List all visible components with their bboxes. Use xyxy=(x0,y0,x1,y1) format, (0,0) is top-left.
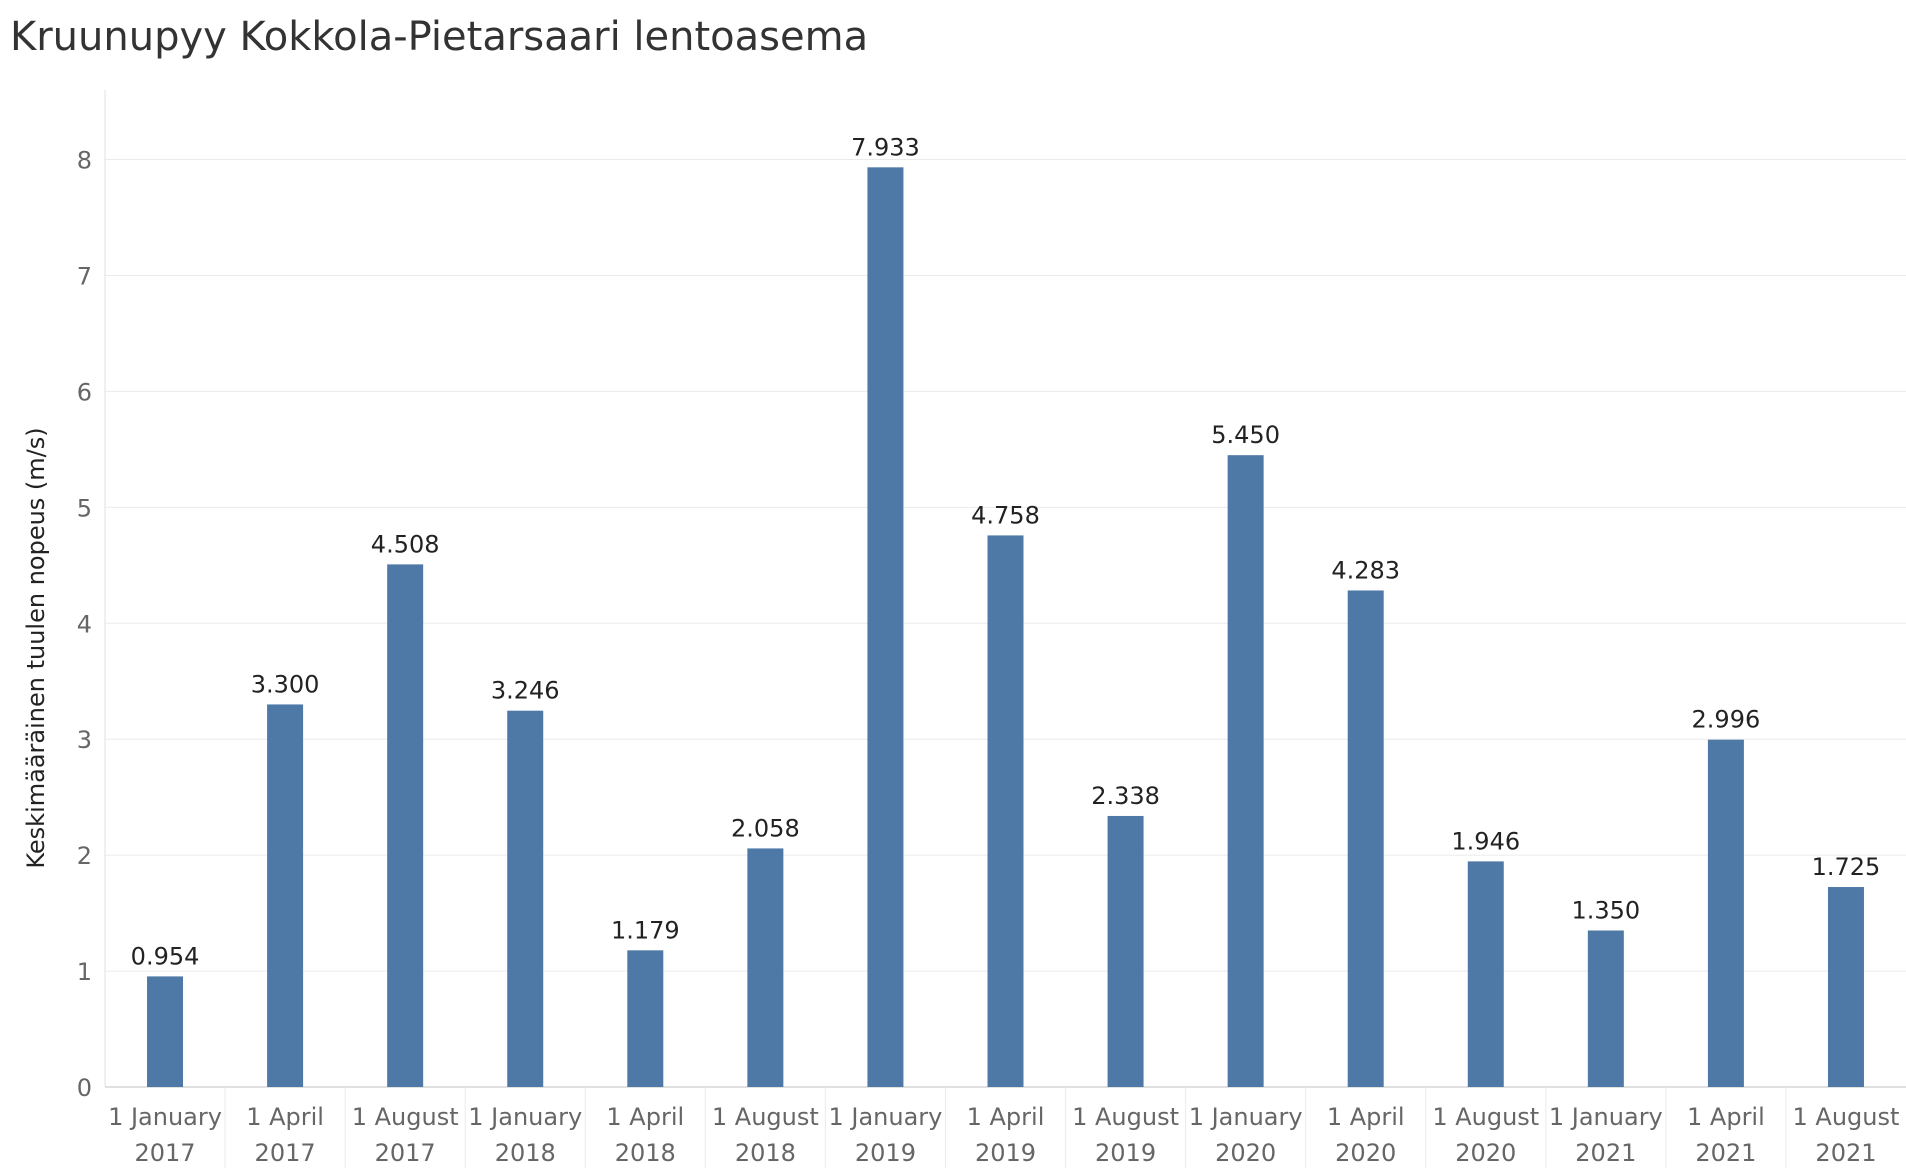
bar xyxy=(387,564,424,1087)
x-axis-ticks: 1 January 2017 1 April 2017 1 August 2017 1 Ja… xyxy=(108,1103,1899,1167)
x-tick-label: 1 August xyxy=(1072,1103,1179,1131)
bar xyxy=(1227,455,1264,1087)
y-tick-label: 1 xyxy=(77,958,92,986)
bar xyxy=(147,976,184,1087)
x-tick-label: 2018 xyxy=(615,1139,676,1167)
x-tick-label: 2019 xyxy=(975,1139,1036,1167)
bar xyxy=(1827,887,1864,1087)
data-label: 7.933 xyxy=(851,133,920,161)
x-tick-label: 1 April xyxy=(606,1103,684,1131)
x-tick-label: 1 April xyxy=(1327,1103,1405,1131)
x-tick-label: 1 April xyxy=(246,1103,324,1131)
x-tick-label: 1 January xyxy=(828,1103,942,1131)
data-label: 1.946 xyxy=(1451,827,1520,855)
x-tick-label: 2018 xyxy=(495,1139,556,1167)
y-axis-label: Keskimääräinen tuulen nopeus (m/s) xyxy=(22,427,50,868)
bar xyxy=(1707,739,1744,1087)
bar xyxy=(507,710,544,1087)
y-tick-label: 6 xyxy=(77,378,92,406)
x-tick-label: 2017 xyxy=(134,1139,195,1167)
data-label: 4.283 xyxy=(1331,556,1400,584)
x-tick-label: 2020 xyxy=(1335,1139,1396,1167)
data-labels: 0.954 3.300 4.508 3.246 1.179 2.058 7.933 4.758… xyxy=(131,133,1881,970)
data-label: 3.246 xyxy=(491,677,560,705)
data-label: 3.300 xyxy=(251,670,320,698)
bars xyxy=(147,167,1864,1088)
chart-title: Kruunupyy Kokkola-Pietarsaari lentoasema xyxy=(10,14,869,60)
x-tick-label: 2020 xyxy=(1215,1139,1276,1167)
x-tick-label: 1 August xyxy=(352,1103,459,1131)
data-label: 2.996 xyxy=(1692,706,1761,734)
y-tick-label: 7 xyxy=(77,262,92,290)
bar xyxy=(1107,815,1144,1087)
bar xyxy=(267,704,304,1087)
x-tick-label: 2021 xyxy=(1575,1139,1636,1167)
x-tick-label: 1 April xyxy=(967,1103,1045,1131)
data-label: 1.179 xyxy=(611,916,680,944)
data-label: 1.350 xyxy=(1571,896,1640,924)
x-tick-label: 1 August xyxy=(712,1103,819,1131)
y-tick-label: 5 xyxy=(77,494,92,522)
x-tick-label: 1 August xyxy=(1432,1103,1539,1131)
x-tick-label: 1 January xyxy=(468,1103,582,1131)
x-tick-label: 2021 xyxy=(1695,1139,1756,1167)
x-tick-label: 1 January xyxy=(1189,1103,1303,1131)
data-label: 4.758 xyxy=(971,501,1040,529)
x-tick-label: 1 January xyxy=(1549,1103,1663,1131)
x-tick-label: 2017 xyxy=(255,1139,316,1167)
y-tick-label: 8 xyxy=(77,147,92,175)
x-tick-label: 2017 xyxy=(375,1139,436,1167)
bar xyxy=(1587,930,1624,1087)
x-tick-label: 1 August xyxy=(1793,1103,1900,1131)
x-tick-label: 1 January xyxy=(108,1103,222,1131)
y-tick-label: 3 xyxy=(77,726,92,754)
data-label: 2.058 xyxy=(731,814,800,842)
y-axis-ticks: 0 1 2 3 4 5 6 7 8 xyxy=(77,147,92,1102)
x-tick-label: 2020 xyxy=(1455,1139,1516,1167)
x-tick-label: 2021 xyxy=(1815,1139,1876,1167)
data-label: 0.954 xyxy=(131,942,200,970)
bar xyxy=(747,848,784,1087)
data-label: 4.508 xyxy=(371,530,440,558)
x-tick-label: 1 April xyxy=(1687,1103,1765,1131)
bar xyxy=(867,167,904,1088)
data-label: 2.338 xyxy=(1091,782,1160,810)
y-tick-label: 2 xyxy=(77,842,92,870)
data-label: 5.450 xyxy=(1211,421,1280,449)
bar xyxy=(1467,861,1504,1087)
bar xyxy=(1347,590,1384,1087)
bar xyxy=(987,535,1024,1087)
bar xyxy=(627,950,664,1087)
data-label: 1.725 xyxy=(1812,853,1881,881)
y-tick-label: 0 xyxy=(77,1074,92,1102)
x-tick-label: 2019 xyxy=(1095,1139,1156,1167)
y-tick-label: 4 xyxy=(77,610,92,638)
x-tick-label: 2018 xyxy=(735,1139,796,1167)
x-tick-label: 2019 xyxy=(855,1139,916,1167)
